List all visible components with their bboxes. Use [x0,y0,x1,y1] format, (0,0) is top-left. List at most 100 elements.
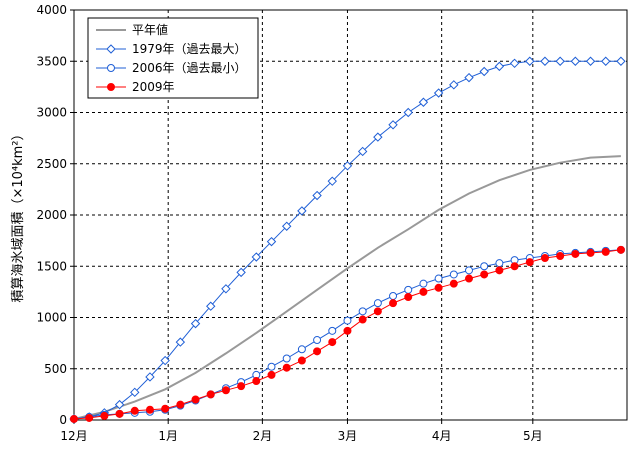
data-point-1 [281,221,292,231]
data-point-3 [252,377,261,386]
data-point-1 [479,66,489,77]
data-point-3 [525,258,534,267]
data-point-3 [586,248,595,257]
data-point-3 [70,414,78,423]
data-point-3 [571,249,580,258]
data-point-2 [389,291,398,300]
data-point-3 [282,363,291,372]
data-point-1 [433,88,444,98]
y-tick-label: 3000 [36,106,67,120]
data-point-3 [434,283,443,292]
data-point-3 [495,266,504,275]
data-point-2 [343,316,352,325]
legend-label: 1979年（過去最大） [132,42,247,56]
x-tick-label: 2月 [253,429,273,443]
data-point-1 [601,56,611,66]
data-point-1 [616,56,626,66]
series-line-0 [73,155,621,420]
y-tick-label: 1000 [36,311,67,325]
data-point-3 [100,411,109,420]
y-tick-label: 2500 [36,157,67,171]
data-point-1 [494,61,505,72]
x-tick-label: 5月 [523,429,543,443]
data-point-1 [342,161,353,171]
data-point-1 [266,236,277,247]
legend-label: 2006年（過去最小） [132,61,247,75]
y-tick-label: 500 [44,362,67,376]
data-point-3 [221,386,230,395]
data-point-2 [373,299,382,308]
data-point-3 [616,245,625,254]
data-point-3 [237,382,246,391]
data-point-2 [267,362,276,371]
data-point-2 [434,274,443,283]
y-tick-label: 3500 [36,54,67,68]
data-point-2 [465,266,473,275]
data-point-2 [328,326,337,335]
data-point-3 [161,404,170,413]
data-point-2 [313,336,322,345]
data-point-3 [601,247,610,256]
data-point-1 [464,72,474,83]
x-tick-label: 1月 [158,429,178,443]
data-point-3 [115,409,124,418]
data-point-1 [145,372,155,382]
data-point-1 [403,107,413,118]
data-point-3 [297,356,306,365]
data-point-1 [251,252,262,262]
x-tick-label: 12月 [60,429,87,443]
data-point-1 [206,301,216,311]
legend-label: 平年値 [132,22,168,37]
data-point-3 [556,252,565,260]
data-point-1 [160,355,170,366]
data-point-1 [525,56,535,66]
data-point-3 [191,395,200,404]
legend [87,17,259,99]
data-point-3 [480,270,489,279]
data-point-2 [404,285,413,294]
data-point-1 [236,267,246,278]
data-point-3 [510,262,519,271]
legend-marker [107,83,115,91]
data-point-3 [358,315,367,324]
data-point-1 [418,97,429,107]
y-tick-label: 2000 [36,208,67,222]
data-point-3 [343,326,352,335]
data-point-2 [419,279,428,288]
data-point-3 [145,405,154,414]
data-point-3 [313,347,322,356]
data-point-1 [114,399,125,410]
data-point-2 [358,307,367,316]
data-point-3 [85,413,94,422]
data-point-3 [404,293,413,301]
data-point-3 [130,406,139,415]
x-tick-label: 4月 [432,429,452,443]
data-point-1 [388,120,398,130]
data-point-3 [389,299,398,308]
legend-label: 2009年 [132,80,175,94]
data-point-1 [357,146,368,157]
data-point-1 [312,190,322,201]
data-point-1 [555,56,565,66]
data-point-1 [327,176,337,186]
data-point-1 [221,284,231,294]
y-axis-label: 積算海氷域面積（×10⁴km²） [11,127,26,302]
data-point-1 [297,206,307,216]
data-point-2 [297,345,306,354]
data-point-3 [465,274,473,283]
data-point-3 [540,254,549,263]
data-point-2 [495,259,504,268]
data-point-1 [585,56,596,66]
legend-marker [106,44,116,54]
data-point-1 [570,56,581,66]
data-point-3 [373,307,382,316]
data-point-3 [419,287,428,296]
legend-marker [107,64,115,72]
data-point-1 [449,80,459,90]
data-point-1 [130,387,140,398]
data-point-3 [267,370,276,379]
data-point-1 [175,337,186,347]
data-point-1 [540,56,550,66]
